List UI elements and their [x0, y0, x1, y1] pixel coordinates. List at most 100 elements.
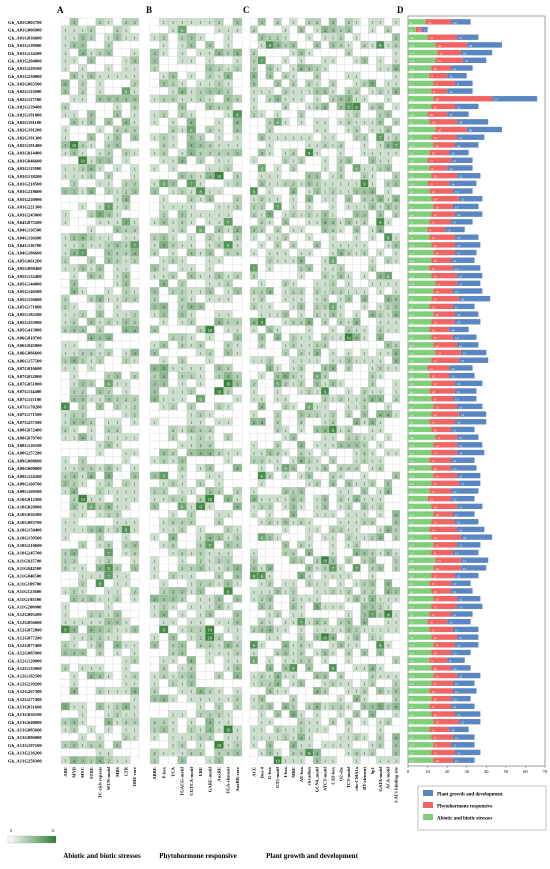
heatmap-cell-value: 2	[227, 343, 229, 348]
heatmap-cell-value: 1	[134, 497, 136, 502]
heatmap-cell	[104, 79, 114, 88]
heatmap-cell	[60, 748, 70, 757]
heatmap-cell-value: 2	[116, 259, 118, 264]
heatmap-cell	[69, 456, 79, 465]
heatmap-cell	[313, 471, 322, 480]
heatmap-cell-value: 3	[90, 528, 92, 533]
heatmap-cell	[289, 448, 298, 457]
heatmap-cell	[320, 487, 330, 495]
heatmap-cell-value: 1	[108, 36, 110, 41]
heatmap-cell	[186, 594, 197, 603]
heatmap-cell-value: 1	[73, 97, 75, 102]
heatmap-cell-value: 2	[82, 143, 84, 148]
heatmap-cell	[289, 387, 298, 395]
heatmap-cell	[130, 533, 140, 542]
heatmap-cell-value: 1	[218, 128, 220, 133]
heatmap-cell	[78, 533, 88, 542]
heatmap-cell-value: 1	[292, 305, 294, 310]
heatmap-cell-value: 3	[284, 220, 286, 225]
heatmap-cell	[86, 279, 96, 288]
heatmap-cell	[257, 440, 266, 449]
heatmap-cell-value: 1	[125, 459, 127, 464]
heatmap-cell-value: 1	[316, 151, 318, 156]
heatmap-cell-value: 1	[190, 689, 192, 694]
heatmap-cell	[168, 471, 178, 480]
heatmap-cell	[289, 310, 298, 319]
heatmap-cell	[273, 125, 282, 134]
heatmap-cell-value: 6	[163, 182, 165, 187]
heatmap-cell-value: 1	[218, 28, 220, 33]
heatmap-cell-value: 1	[269, 197, 271, 202]
heatmap-cell-value: 2	[64, 566, 66, 571]
heatmap-cell	[112, 540, 122, 549]
heatmap-cell-value: 3	[116, 112, 118, 117]
heatmap-cell	[289, 25, 298, 34]
heatmap-cell	[95, 517, 105, 526]
heatmap-cell	[112, 671, 122, 680]
heatmap-cell	[368, 71, 377, 80]
heatmap-cell	[149, 210, 160, 219]
heatmap-cell-value: 1	[181, 682, 183, 687]
heatmap-cell-value: 2	[64, 743, 66, 748]
heatmap-cell	[186, 610, 197, 619]
heatmap-cell	[95, 171, 105, 180]
heatmap-cell	[249, 17, 259, 26]
heatmap-cell-value: 1	[253, 412, 255, 417]
heatmap-cell-value: 2	[292, 182, 294, 187]
heatmap-cell-value: 1	[332, 205, 334, 210]
heatmap-cell	[223, 333, 233, 342]
heatmap-cell-value: 2	[125, 735, 127, 740]
heatmap-cell-value: 2	[190, 628, 192, 633]
heatmap-cell	[368, 210, 377, 219]
heatmap-cell-value: 1	[181, 559, 183, 564]
heatmap-cell-value: 1	[73, 520, 75, 525]
heatmap-cell	[249, 402, 259, 411]
heatmap-cell-value: 3	[308, 66, 310, 71]
heatmap-cell-value: 1	[82, 97, 84, 102]
heatmap-cell-value: 2	[371, 482, 373, 487]
gene-label: Gh_A01G124200	[8, 51, 42, 56]
heatmap-cell-value: 2	[125, 543, 127, 548]
heatmap-cell-value: 1	[308, 251, 310, 256]
gene-label: Gh_A13G031600	[8, 704, 42, 709]
heatmap-cell-value: 2	[209, 128, 211, 133]
heatmap-cell	[336, 363, 345, 372]
heatmap-cell-value: 1	[316, 389, 318, 394]
heatmap-cell-value: 2	[316, 343, 318, 348]
heatmap-cell-value: 1	[64, 128, 66, 133]
heatmap-cell-value: 3	[236, 620, 238, 625]
heatmap-cell-value: 2	[324, 143, 326, 148]
heatmap-cell	[249, 140, 259, 149]
column-label: AuxRR-core	[235, 767, 240, 792]
heatmap-cell-value: 3	[236, 335, 238, 340]
heatmap-cell-value: 2	[387, 259, 389, 264]
heatmap-cell-value: 4	[181, 159, 184, 164]
heatmap-cell	[86, 748, 96, 757]
heatmap-cell-value: 1	[269, 235, 271, 240]
heatmap-cell	[130, 756, 140, 765]
heatmap-cell-value: 1	[218, 566, 220, 571]
heatmap-cell-value: 1	[125, 235, 127, 240]
heatmap-cell-value: 2	[181, 551, 183, 556]
heatmap-cell-value: 3	[73, 328, 75, 333]
heatmap-cell-value: 1	[269, 312, 271, 317]
heatmap-cell-value: 2	[181, 743, 183, 748]
heatmap-cell-value: 1	[324, 282, 326, 287]
heatmap-cell	[112, 17, 122, 26]
heatmap-cell-value: 2	[387, 305, 389, 310]
heatmap-cell-value: 1	[363, 328, 365, 333]
heatmap-cell-value: 4	[90, 335, 93, 340]
heatmap-cell	[69, 133, 79, 142]
heatmap-cell	[384, 210, 393, 219]
gene-label: Gh_A07G115100	[8, 397, 42, 402]
heatmap-cell-value: 2	[324, 335, 326, 340]
heatmap-cell-value: 1	[125, 312, 127, 317]
heatmap-cell	[195, 317, 206, 326]
heatmap-cell	[305, 379, 314, 388]
heatmap-cell-value: 1	[181, 689, 183, 694]
heatmap-cell	[313, 271, 322, 280]
heatmap-cell-value: 1	[284, 474, 286, 479]
heatmap-cell	[313, 56, 322, 65]
heatmap-cell-value: 1	[292, 136, 294, 141]
